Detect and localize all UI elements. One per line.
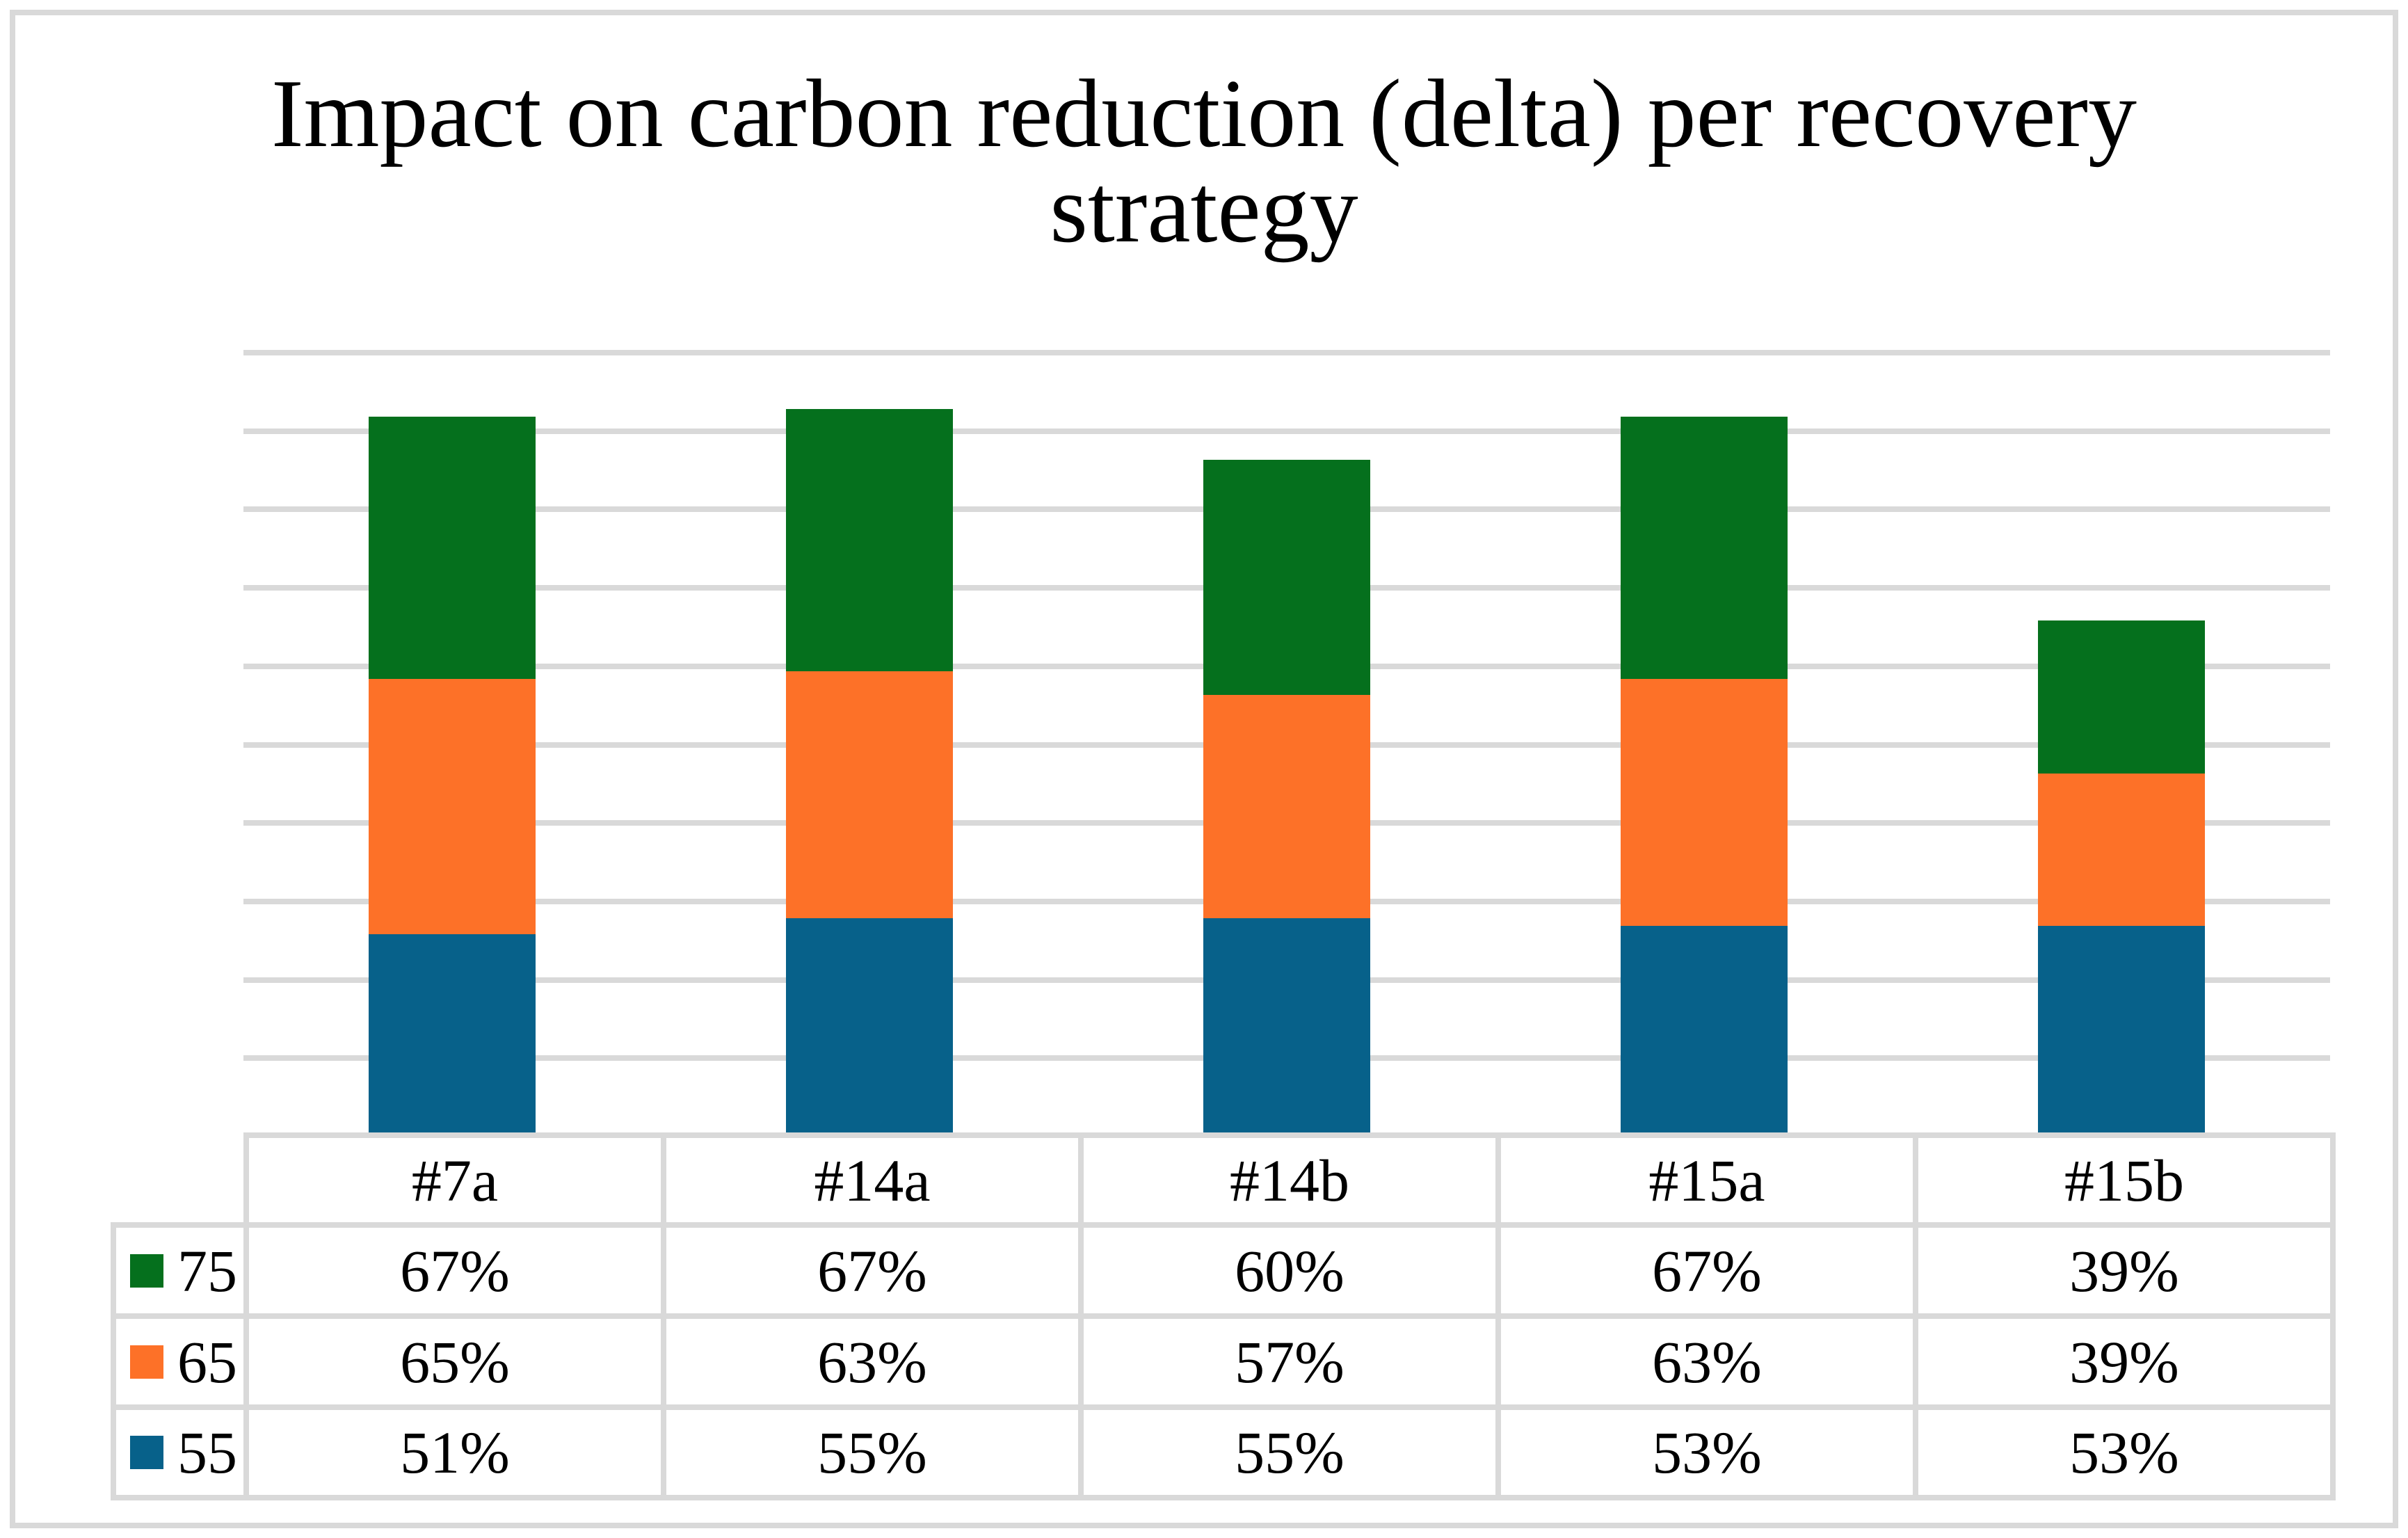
table-cell-65-#14a: 63% [666, 1319, 1084, 1410]
bar-segment-75-#14b [1203, 459, 1370, 695]
legend-swatch-icon-75 [130, 1253, 163, 1288]
table-cell-75-#14b: 60% [1084, 1228, 1501, 1319]
bar-segment-65-#14b [1203, 694, 1370, 919]
gridline-200 [243, 350, 2330, 355]
bar-#15b [2038, 620, 2205, 1134]
bar-segment-75-#14a [786, 408, 953, 672]
table-cell-75-#14a: 67% [666, 1228, 1084, 1319]
table-cell-65-#15a: 63% [1501, 1319, 1918, 1410]
table-cell-75-#15b: 39% [1918, 1228, 2336, 1319]
table-header-cell-#7a: #7a [249, 1138, 666, 1228]
table-header-cell-#15a: #15a [1501, 1138, 1918, 1228]
table-cell-65-#14b: 57% [1084, 1319, 1501, 1410]
table-cell-55-#15a: 53% [1501, 1410, 1918, 1500]
bar-segment-65-#15b [2038, 773, 2205, 927]
chart-title-line-1: Impact on carbon reduction (delta) per r… [271, 60, 2137, 168]
legend-column: 75 65 55 [111, 1222, 249, 1500]
table-cell-55-#14b: 55% [1084, 1410, 1501, 1500]
bar-segment-65-#14a [786, 671, 953, 919]
table-cell-75-#7a: 67% [249, 1228, 666, 1319]
data-table: #7a #14a #14b #15a #15b 67% 67% 60% 67% 39% 65% 63%… [243, 1132, 2336, 1500]
table-header-cell-#14a: #14a [666, 1138, 1084, 1228]
bar-segment-55-#14a [786, 918, 953, 1134]
legend-label-65: 65 [177, 1328, 237, 1395]
bar-segment-65-#15a [1621, 679, 1788, 927]
bar-#14a [786, 408, 953, 1134]
table-cell-55-#15b: 53% [1918, 1410, 2336, 1500]
table-cell-65-#15b: 39% [1918, 1319, 2336, 1410]
legend-row-55: 55 [116, 1410, 249, 1500]
bar-segment-55-#14b [1203, 918, 1370, 1134]
table-header-cell-#15b: #15b [1918, 1138, 2336, 1228]
chart-title: Impact on carbon reduction (delta) per r… [0, 60, 2408, 264]
legend-row-65: 65 [116, 1319, 249, 1410]
bar-segment-55-#15a [1621, 926, 1788, 1134]
bar-#14b [1203, 459, 1370, 1134]
chart-title-line-2: strategy [1050, 155, 1358, 264]
bar-#15a [1621, 416, 1788, 1134]
bar-segment-65-#7a [369, 679, 536, 934]
legend-swatch-icon-55 [130, 1436, 163, 1469]
legend-row-75: 75 [116, 1228, 249, 1319]
table-cell-65-#7a: 65% [249, 1319, 666, 1410]
gridline-180 [243, 428, 2330, 434]
legend-label-75: 75 [177, 1237, 237, 1304]
table-cell-75-#15a: 67% [1501, 1228, 1918, 1319]
bar-segment-75-#15b [2038, 620, 2205, 774]
bar-segment-55-#7a [369, 934, 536, 1134]
table-cell-55-#7a: 51% [249, 1410, 666, 1500]
bar-segment-55-#15b [2038, 926, 2205, 1134]
table-header-cell-#14b: #14b [1084, 1138, 1501, 1228]
legend-swatch-icon-65 [130, 1345, 163, 1379]
bar-segment-75-#15a [1621, 416, 1788, 680]
bar-segment-75-#7a [369, 416, 536, 680]
legend-label-55: 55 [177, 1419, 237, 1486]
table-cell-55-#14a: 55% [666, 1410, 1084, 1500]
bar-#7a [369, 416, 536, 1134]
